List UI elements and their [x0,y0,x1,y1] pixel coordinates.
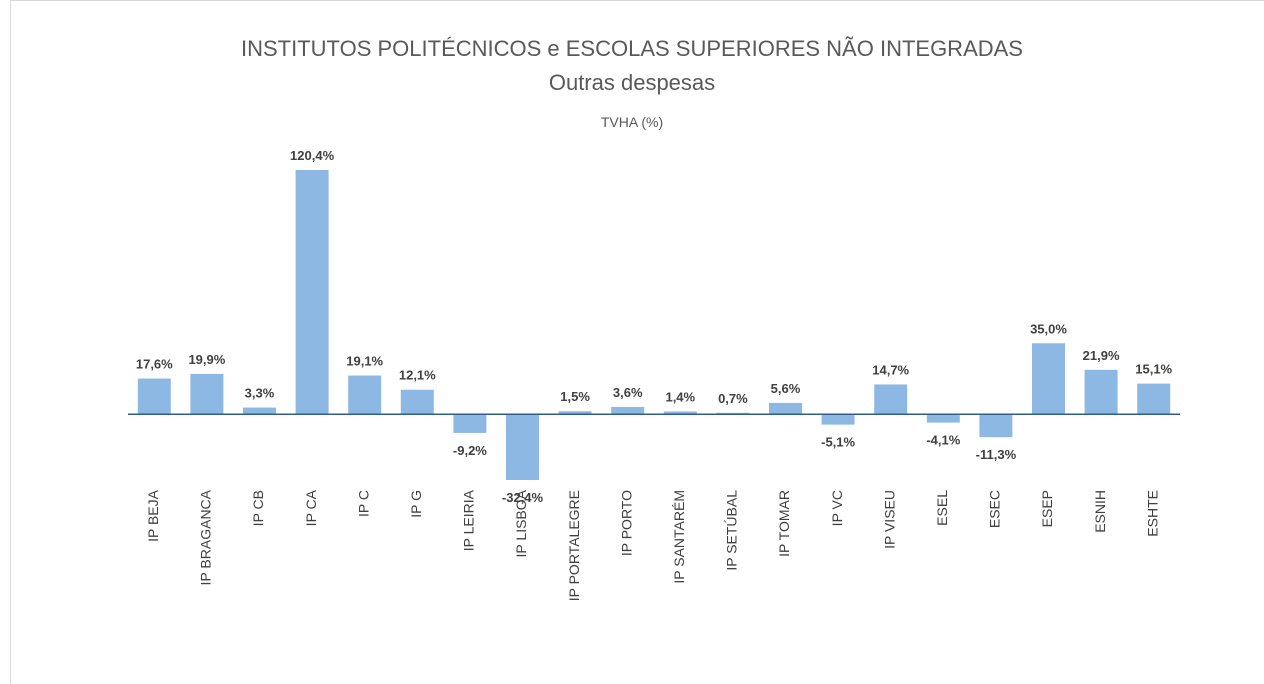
value-label: 1,5% [560,389,590,404]
x-tick-label: IP BRAGANCA [198,489,214,585]
bar [558,411,592,415]
bar [1137,383,1171,415]
x-tick-label: IP G [408,490,424,518]
x-tick-label: IP C [355,490,371,517]
bar [295,170,329,415]
bar [874,384,908,415]
x-tick-label: ESEL [934,490,950,526]
bar [506,414,539,480]
bar [137,378,171,415]
x-tick-label: IP PORTO [618,490,634,556]
x-tick-label: IP PORTALEGRE [566,490,582,601]
bar [1084,369,1118,415]
x-tick-label: ESEC [987,490,1003,528]
value-label: 3,3% [245,386,275,401]
value-label: 12,1% [399,368,436,383]
value-label: 35,0% [1030,321,1067,336]
x-tick-label: ESEP [1039,490,1055,527]
x-tick-label: ESHTE [1144,490,1160,537]
value-label: 19,9% [188,352,225,367]
chart-frame [10,0,1264,684]
value-label: -9,2% [453,443,487,458]
bar [1032,343,1065,415]
value-label: 3,6% [613,385,643,400]
bar [400,389,434,415]
x-tick-label: IP CA [303,489,319,526]
x-tick-label: IP TOMAR [776,490,792,557]
bar [348,375,382,415]
x-tick-label: IP SETÚBAL [724,490,740,571]
value-label: 5,6% [771,381,801,396]
value-label: 1,4% [665,389,695,404]
value-label: 15,1% [1135,362,1172,377]
bar [243,407,276,415]
chart-subtitle: Outras despesas [549,70,715,95]
x-tick-label: IP VC [829,490,845,526]
bar [663,411,697,415]
x-tick-label: IP LISBOA [513,489,529,557]
value-label: 14,7% [872,362,909,377]
bar [769,402,802,415]
value-label: 0,7% [718,391,748,406]
axis-label: TVHA (%) [601,114,663,130]
bar [453,414,487,433]
x-tick-label: IP VISEU [881,490,897,549]
value-label: 19,1% [346,354,383,369]
value-label: 120,4% [290,148,335,163]
bar [979,414,1013,438]
value-label: 17,6% [136,357,173,372]
value-label: -5,1% [821,435,855,450]
x-tick-label: IP SANTARÉM [671,490,687,584]
x-tick-label: IP CB [250,490,266,526]
x-tick-label: IP LEIRIA [461,489,477,551]
value-label: -11,3% [976,447,1017,462]
bar [926,414,960,423]
bar [611,406,645,415]
x-tick-label: ESNIH [1092,490,1108,533]
x-tick-label: IP BEJA [145,489,161,542]
value-label: -4,1% [926,433,960,448]
chart-title: INSTITUTOS POLITÉCNICOS e ESCOLAS SUPERI… [241,36,1023,61]
value-label: -32,4% [502,490,544,505]
bar [821,414,855,425]
bar [190,373,224,415]
value-label: 21,9% [1083,348,1120,363]
